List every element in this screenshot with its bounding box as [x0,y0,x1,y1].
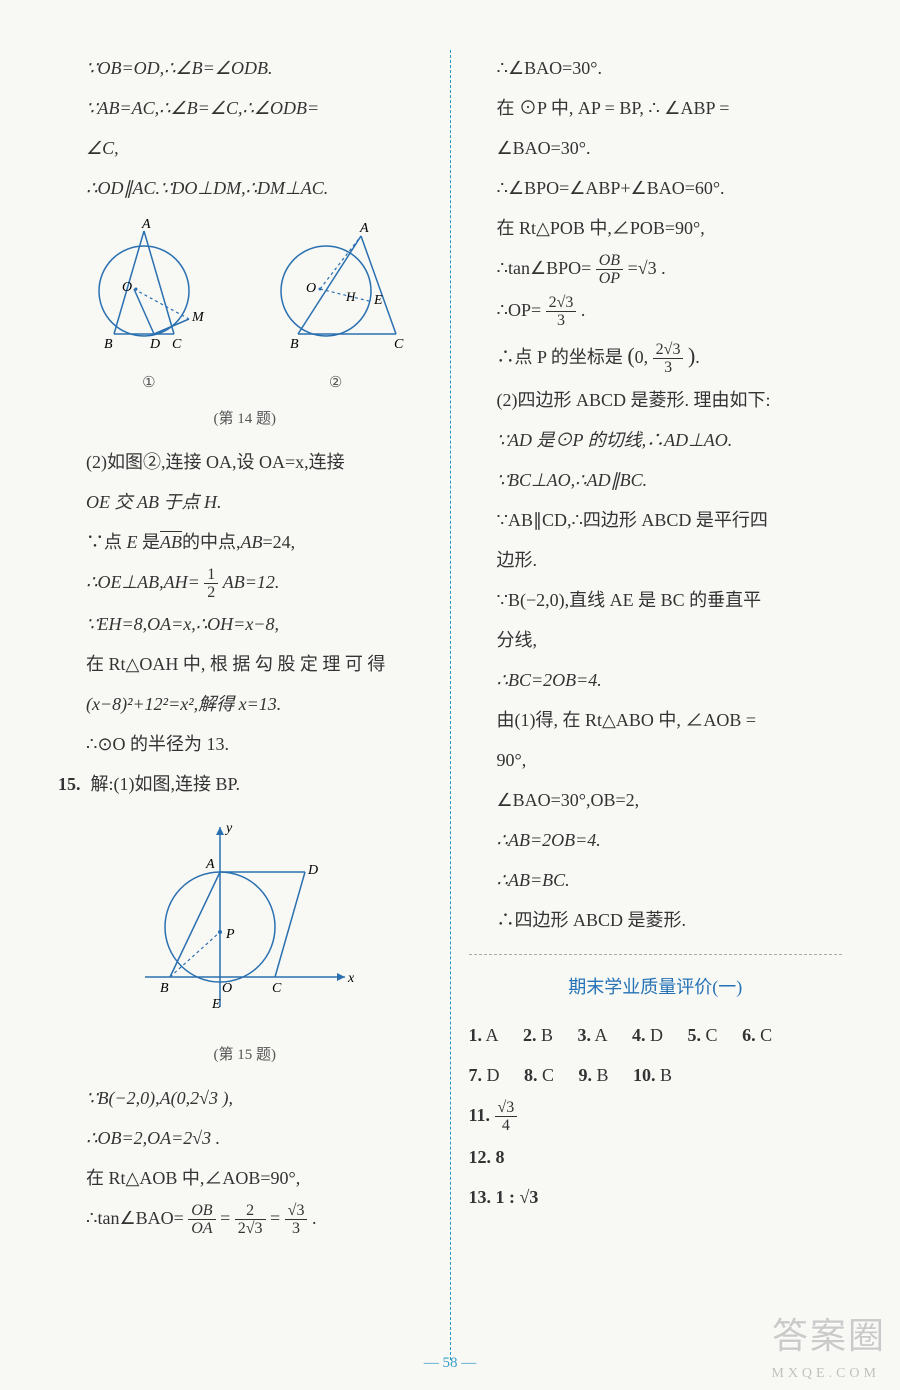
svg-text:E: E [211,997,221,1012]
answer-12: 12. 8 [469,1139,843,1175]
two-column-layout: ∵OB=OD,∴∠B=∠ODB. ∵AB=AC,∴∠B=∠C,∴∠ODB= ∠C… [40,50,860,1360]
watermark-sub: MXQE.COM [771,1360,880,1388]
svg-text:O: O [122,280,132,295]
figure-14-caption: (第 14 题) [58,404,432,434]
svg-text:D: D [307,863,318,878]
svg-text:O: O [222,981,232,996]
text-line: ∠BAO=30°,OB=2, [469,782,843,818]
text-line: (2)四边形 ABCD 是菱形. 理由如下: [469,382,843,418]
text-line: 在 Rt△AOB 中,∠AOB=90°, [58,1160,432,1196]
text-line: ∠C, [58,130,432,166]
text-line: ∴点 P 的坐标是 (0, 2√33 ). [469,334,843,378]
subfig-label-2: ② [256,368,416,398]
text-line: ∵点 E 是AB的中点,AB=24, [58,524,432,560]
right-column: ∴∠BAO=30°. 在 ⊙P 中, AP = BP, ∴ ∠ABP = ∠BA… [451,50,861,1360]
text-line: ∴AB=BC. [469,862,843,898]
svg-text:C: C [172,337,182,352]
svg-text:A: A [141,217,151,232]
left-column: ∵OB=OD,∴∠B=∠ODB. ∵AB=AC,∴∠B=∠C,∴∠ODB= ∠C… [40,50,450,1360]
text-line: ∴BC=2OB=4. [469,662,843,698]
svg-text:M: M [191,310,205,325]
text-line: (x−8)²+12²=x²,解得 x=13. [58,686,432,722]
svg-text:C: C [394,337,404,352]
page-number: — 58 — [0,1348,900,1378]
text-line: ∴四边形 ABCD 是菱形. [469,902,843,938]
text-line: ∵B(−2,0),直线 AE 是 BC 的垂直平 [469,582,843,618]
svg-text:E: E [373,293,383,308]
text-line: 分线, [469,622,843,658]
svg-text:P: P [225,927,235,942]
text-line: OE 交 AB 于点 H. [58,484,432,520]
answers-row-2: 7. D 8. C 9. B 10. B [469,1057,843,1093]
figure-14-circle-1: A O B D C M ① [74,216,224,398]
text-line: ∵AB=AC,∴∠B=∠C,∴∠ODB= [58,90,432,126]
svg-text:y: y [224,821,233,836]
text-line: ∴tan∠BPO= OBOP =√3 . [469,250,843,288]
text-line: 在 Rt△OAH 中, 根 据 勾 股 定 理 可 得 [58,646,432,682]
text-line: ∴∠BPO=∠ABP+∠BAO=60°. [469,170,843,206]
text-line: ∴⊙O 的半径为 13. [58,726,432,762]
svg-text:C: C [272,981,282,996]
text-line: ∴OE⊥AB,AH= 12 AB=12. [58,564,432,602]
answers-row-1: 1. A 2. B 3. A 4. D 5. C 6. C [469,1017,843,1053]
svg-text:A: A [205,857,215,872]
question-15: 15. 解:(1)如图,连接 BP. [58,766,432,802]
text-line: ∠BAO=30°. [469,130,843,166]
svg-text:H: H [345,289,356,304]
q15-number: 15. [58,766,86,802]
text-line: ∵B(−2,0),A(0,2√3 ), [58,1080,432,1116]
figure-15: y x A B O P D C E [58,812,432,1034]
text-line: 90°, [469,742,843,778]
text-line: ∴tan∠BAO= OBOA = 22√3 = √33 . [58,1200,432,1238]
svg-text:B: B [160,981,169,996]
text-line: ∵AB∥CD,∴四边形 ABCD 是平行四 [469,502,843,538]
svg-text:B: B [104,337,113,352]
text-line: 由(1)得, 在 Rt△ABO 中, ∠AOB = [469,702,843,738]
text-line: ∴AB=2OB=4. [469,822,843,858]
text-line: ∵AD 是⊙P 的切线,∴AD⊥AO. [469,422,843,458]
text-line: ∴OB=2,OA=2√3 . [58,1120,432,1156]
section-title: 期末学业质量评价(一) [469,954,843,1005]
text-line: ∴∠BAO=30°. [469,50,843,86]
answer-13: 13. 1 : √3 [469,1179,843,1215]
svg-text:B: B [290,337,299,352]
text-line: 边形. [469,542,843,578]
svg-text:D: D [149,337,160,352]
text-line: 在 ⊙P 中, AP = BP, ∴ ∠ABP = [469,90,843,126]
svg-text:x: x [347,971,355,986]
svg-text:O: O [306,281,316,296]
text-line: ∴OD∥AC.∵DO⊥DM,∴DM⊥AC. [58,170,432,206]
text-line: ∵EH=8,OA=x,∴OH=x−8, [58,606,432,642]
subfig-label-1: ① [74,368,224,398]
text-line: 在 Rt△POB 中,∠POB=90°, [469,210,843,246]
svg-text:A: A [359,221,369,236]
text-line: (2)如图②,连接 OA,设 OA=x,连接 [58,444,432,480]
text-line: ∵OB=OD,∴∠B=∠ODB. [58,50,432,86]
figure-15-caption: (第 15 题) [58,1040,432,1070]
figure-14-circle-2: A O B C E H ② [256,216,416,398]
answer-11: 11. √34 [469,1097,843,1135]
figure-14: A O B D C M ① A [58,216,432,398]
text-line: ∵BC⊥AO,∴AD∥BC. [469,462,843,498]
text-line: ∴OP= 2√33 . [469,292,843,330]
